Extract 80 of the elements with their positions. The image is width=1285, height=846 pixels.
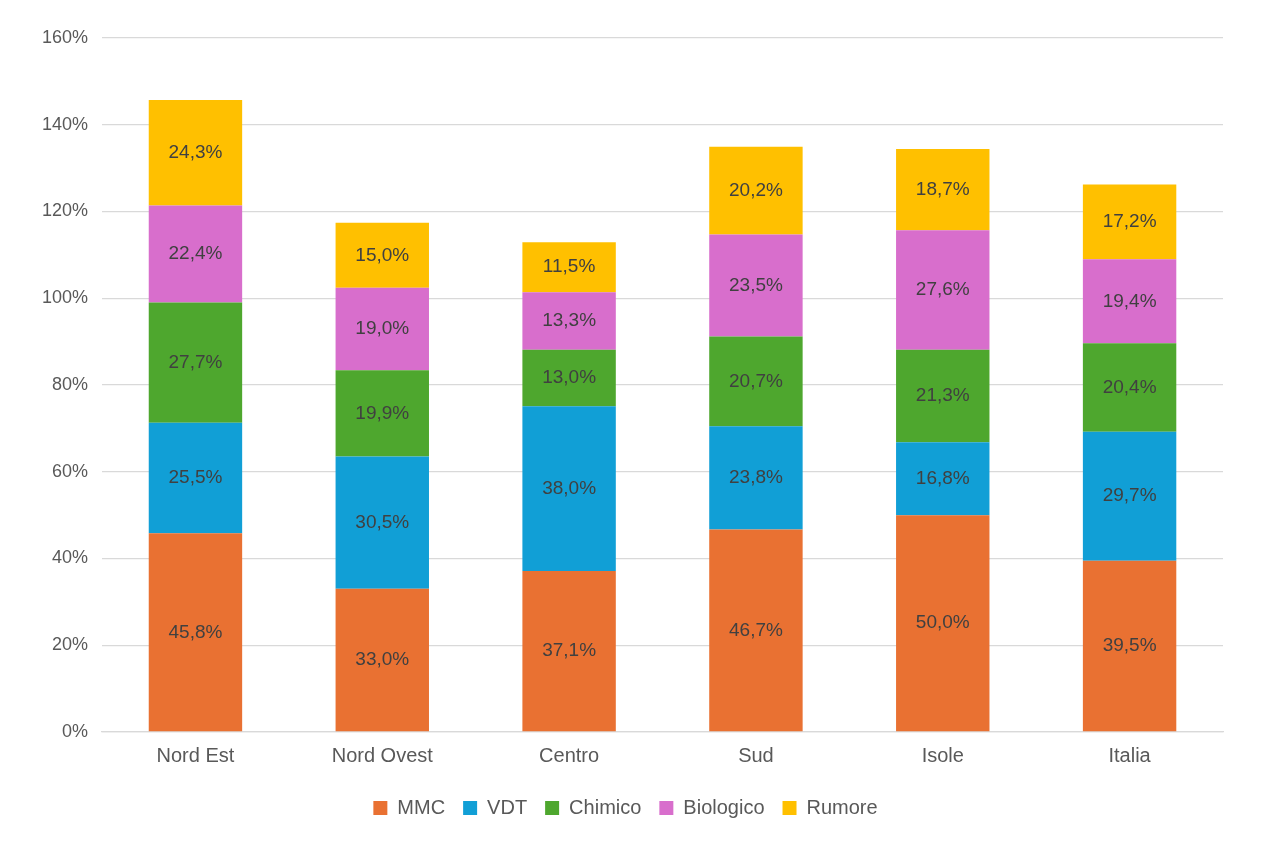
bar bbox=[1082, 560, 1177, 732]
bar bbox=[1082, 343, 1177, 432]
bar bbox=[522, 349, 616, 407]
data-label: 23,5% bbox=[728, 273, 783, 295]
data-label: 23,8% bbox=[728, 466, 783, 488]
bar bbox=[148, 205, 243, 303]
bar bbox=[335, 588, 429, 732]
y-tick-label: 140% bbox=[41, 113, 89, 134]
data-label: 46,7% bbox=[728, 618, 783, 640]
y-tick-label: 80% bbox=[52, 373, 89, 394]
legend-label: Rumore bbox=[806, 795, 878, 818]
bar bbox=[522, 571, 616, 732]
bar bbox=[709, 426, 803, 530]
bar bbox=[335, 287, 429, 371]
x-tick-label: Nord Est bbox=[156, 743, 235, 766]
bar bbox=[896, 515, 990, 732]
data-label: 27,6% bbox=[915, 278, 970, 300]
y-tick-label: 160% bbox=[41, 26, 89, 47]
bar bbox=[896, 149, 990, 231]
data-label: 37,1% bbox=[542, 639, 597, 661]
data-label: 20,7% bbox=[728, 369, 783, 391]
bar bbox=[709, 529, 803, 732]
data-label: 13,3% bbox=[542, 309, 597, 331]
legend-label: MMC bbox=[397, 795, 446, 818]
x-tick-label: Italia bbox=[1108, 743, 1152, 766]
data-label: 13,0% bbox=[542, 366, 597, 388]
data-label: 17,2% bbox=[1102, 210, 1157, 232]
x-tick-label: Sud bbox=[738, 743, 774, 766]
data-label: 30,5% bbox=[355, 510, 410, 532]
y-tick-label: 40% bbox=[52, 547, 89, 568]
data-label: 29,7% bbox=[1102, 484, 1157, 506]
x-tick-label: Nord Ovest bbox=[331, 743, 434, 766]
x-tick-label: Isole bbox=[921, 743, 964, 766]
bar bbox=[709, 234, 803, 337]
bar bbox=[896, 230, 990, 350]
x-tick-label: Centro bbox=[539, 743, 600, 766]
bar bbox=[522, 292, 616, 350]
data-label: 33,0% bbox=[355, 648, 410, 670]
bar bbox=[148, 533, 243, 732]
data-label: 22,4% bbox=[168, 242, 223, 264]
bar bbox=[335, 456, 429, 589]
legend-label: Biologico bbox=[683, 795, 765, 818]
bar bbox=[1082, 431, 1177, 561]
data-label: 25,5% bbox=[168, 466, 223, 488]
data-label: 11,5% bbox=[542, 255, 596, 277]
y-tick-label: 60% bbox=[52, 460, 89, 481]
bar bbox=[896, 349, 990, 443]
bar bbox=[148, 422, 243, 534]
data-label: 20,4% bbox=[1102, 375, 1157, 397]
y-tick-label: 120% bbox=[41, 200, 89, 221]
y-tick-label: 100% bbox=[41, 287, 89, 308]
bar bbox=[522, 406, 616, 572]
data-label: 20,2% bbox=[728, 178, 783, 200]
bar bbox=[1082, 184, 1177, 260]
data-label: 38,0% bbox=[542, 476, 597, 498]
legend-label: VDT bbox=[487, 795, 528, 818]
bar bbox=[709, 336, 803, 427]
data-label: 18,7% bbox=[915, 177, 970, 199]
bar bbox=[1082, 259, 1177, 344]
bar bbox=[522, 242, 616, 293]
y-tick-label: 20% bbox=[52, 634, 89, 655]
data-label: 24,3% bbox=[168, 140, 223, 162]
data-label: 27,7% bbox=[168, 350, 223, 372]
bar bbox=[148, 302, 243, 423]
data-label: 45,8% bbox=[168, 620, 223, 642]
bar bbox=[709, 146, 803, 235]
bar bbox=[335, 370, 429, 457]
data-label: 15,0% bbox=[355, 243, 410, 265]
y-tick-label: 0% bbox=[62, 720, 89, 741]
data-label: 16,8% bbox=[915, 466, 970, 488]
data-label: 50,0% bbox=[915, 611, 970, 633]
bar bbox=[335, 222, 429, 288]
data-label: 39,5% bbox=[1102, 634, 1157, 656]
bar bbox=[148, 100, 243, 206]
legend-label: Chimico bbox=[569, 795, 642, 818]
data-label: 19,0% bbox=[355, 317, 410, 339]
data-label: 21,3% bbox=[915, 384, 970, 406]
data-label: 19,4% bbox=[1102, 289, 1157, 311]
data-label: 19,9% bbox=[355, 401, 410, 423]
bar bbox=[896, 442, 990, 516]
